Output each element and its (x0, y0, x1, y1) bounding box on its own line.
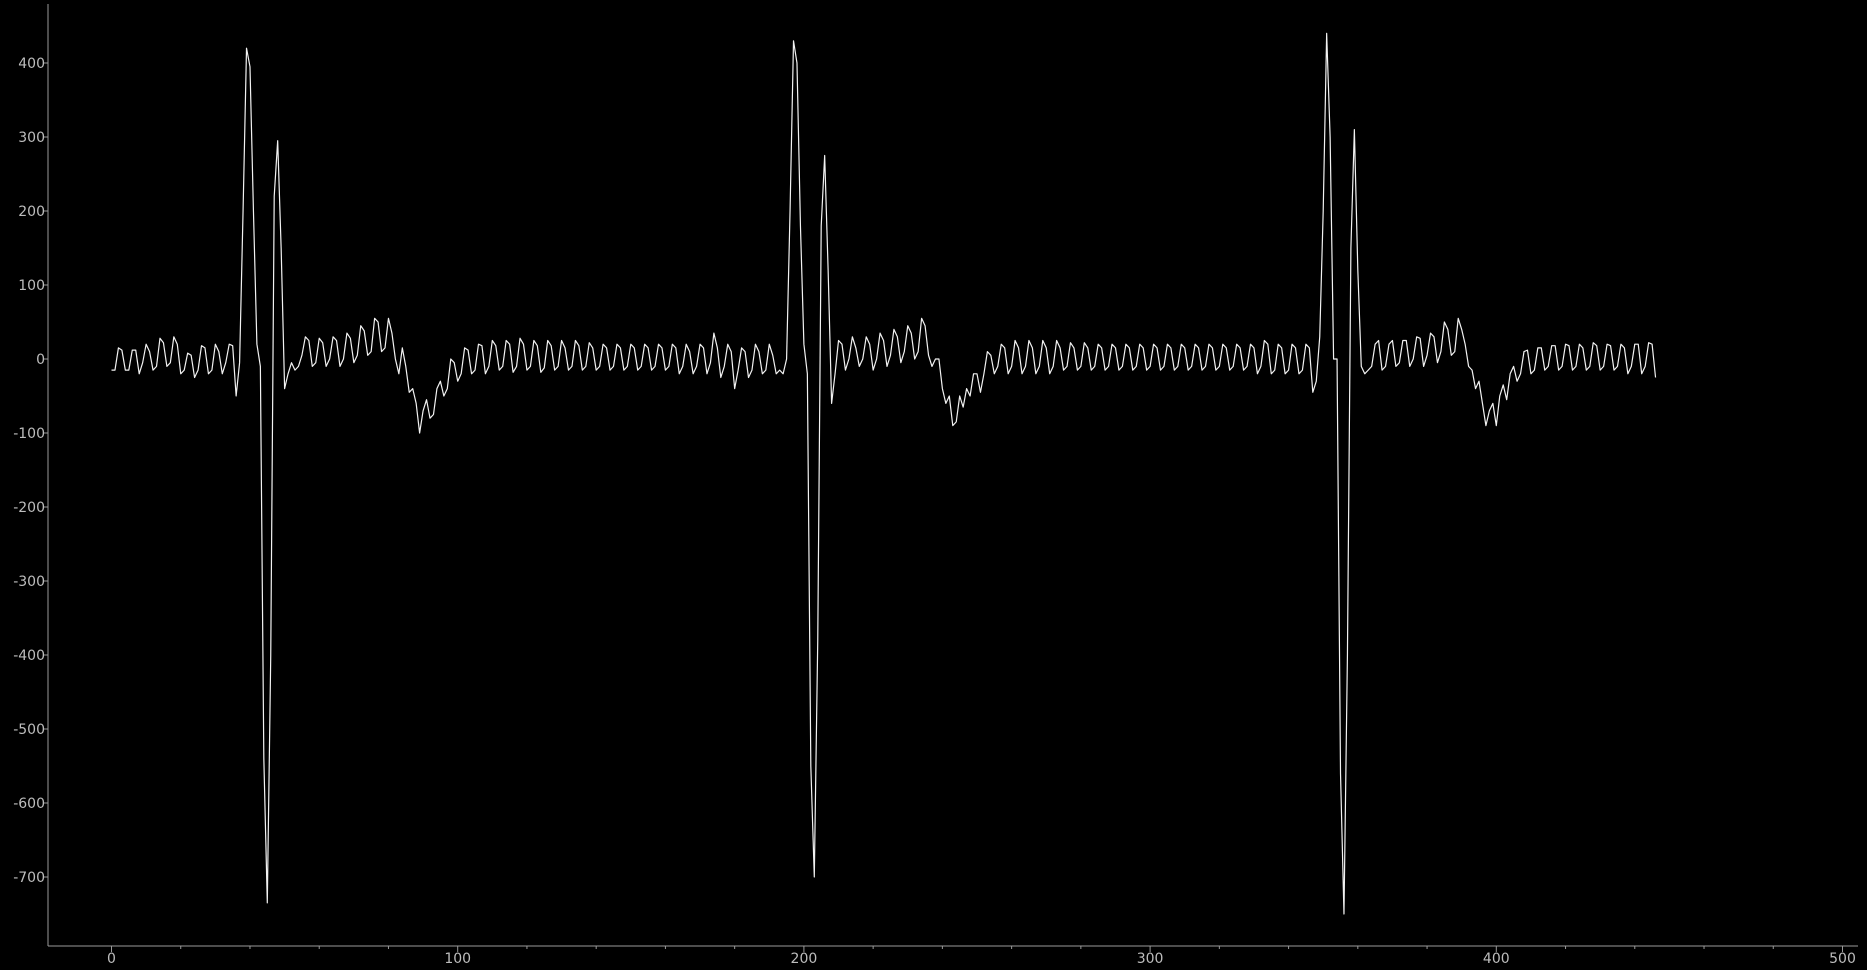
x-tick-label: 200 (791, 951, 818, 967)
y-tick-label: -700 (13, 870, 45, 886)
y-tick-label: -100 (13, 426, 45, 442)
y-tick-label: -200 (13, 500, 45, 516)
y-tick-label: 0 (36, 352, 45, 368)
x-axis-ticks: 0 100 200 300 400 500 (107, 946, 1856, 967)
y-tick-label: -300 (13, 574, 45, 590)
x-tick-label: 300 (1137, 951, 1164, 967)
signal-trace (112, 33, 1656, 914)
y-tick-label: -400 (13, 648, 45, 664)
y-axis-ticks: 400 300 200 100 0 -100 -200 -300 -400 -500 -600 -70… (13, 56, 48, 886)
x-tick-label: 0 (107, 951, 116, 967)
y-tick-label: 300 (18, 130, 45, 146)
y-tick-label: -500 (13, 722, 45, 738)
x-tick-label: 400 (1483, 951, 1510, 967)
x-tick-label: 100 (444, 951, 471, 967)
y-tick-label: 400 (18, 56, 45, 72)
x-tick-label: 500 (1829, 951, 1856, 967)
y-tick-label: -600 (13, 796, 45, 812)
y-tick-label: 200 (18, 204, 45, 220)
y-tick-label: 100 (18, 278, 45, 294)
